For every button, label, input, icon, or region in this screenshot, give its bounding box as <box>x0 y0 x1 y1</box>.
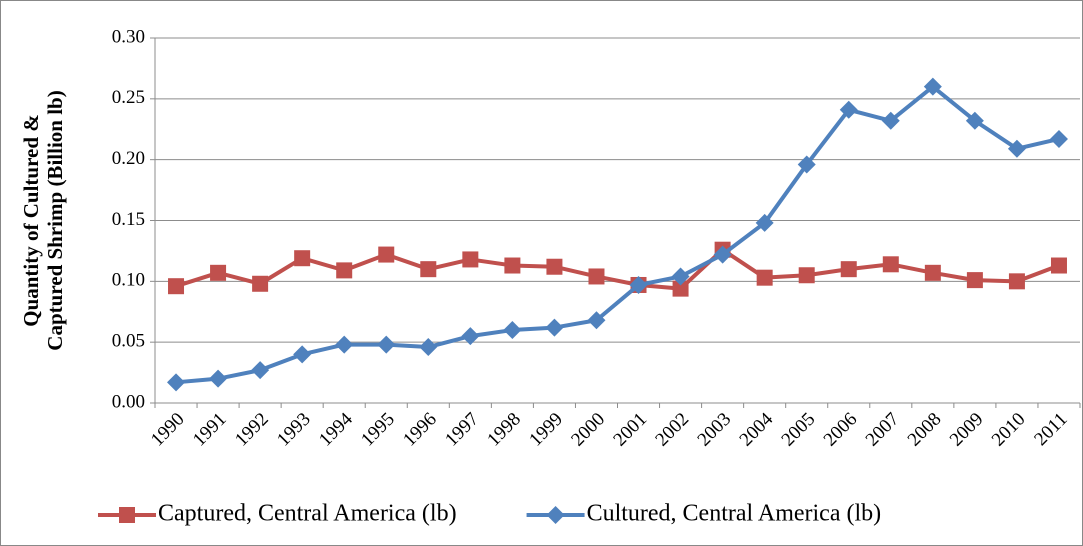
point <box>419 338 438 357</box>
point <box>168 278 185 295</box>
point <box>923 77 942 96</box>
point <box>588 268 605 285</box>
point <box>545 318 564 337</box>
y-tick-label: 0.10 <box>112 270 145 291</box>
point <box>629 275 648 294</box>
point <box>462 251 479 268</box>
y-axis-label: Quantity of Cultured & <box>19 114 43 327</box>
point <box>1007 139 1026 158</box>
y-tick-label: 0.15 <box>112 209 145 230</box>
point <box>756 269 773 286</box>
point <box>797 155 816 174</box>
point <box>882 256 899 273</box>
legend-marker <box>546 506 565 524</box>
legend-marker <box>119 507 135 523</box>
point <box>210 264 227 281</box>
y-tick-label: 0.05 <box>112 331 145 352</box>
y-tick-label: 0.30 <box>112 26 145 47</box>
point <box>966 272 983 289</box>
series-line <box>175 247 1060 291</box>
point <box>546 258 563 275</box>
point <box>840 261 857 278</box>
point <box>1049 129 1068 148</box>
point <box>1050 257 1067 274</box>
y-tick-label: 0.00 <box>112 391 145 412</box>
legend-label: Captured, Central America (lb) <box>158 501 457 527</box>
point <box>965 111 984 130</box>
point <box>461 327 480 346</box>
point <box>167 373 186 392</box>
point <box>504 257 521 274</box>
point <box>839 100 858 119</box>
point <box>294 250 311 267</box>
legend-label: Cultured, Central America (lb) <box>587 501 882 527</box>
point <box>671 267 690 286</box>
point <box>252 275 269 292</box>
y-axis-label: Captured Shrimp (Billion lb) <box>43 90 67 350</box>
point <box>755 213 774 232</box>
y-tick-label: 0.20 <box>112 148 145 169</box>
point <box>251 361 270 380</box>
point <box>209 369 228 388</box>
point <box>1008 273 1025 290</box>
point <box>672 280 689 297</box>
point <box>587 311 606 330</box>
point <box>503 321 522 339</box>
point <box>881 111 900 130</box>
point <box>713 245 732 264</box>
point <box>378 246 395 263</box>
point <box>335 335 354 354</box>
point <box>293 345 312 364</box>
point <box>798 267 815 284</box>
point <box>336 262 353 279</box>
point <box>377 335 396 354</box>
y-tick-label: 0.25 <box>112 87 145 108</box>
point <box>420 261 437 278</box>
point <box>924 264 941 281</box>
series-line <box>175 84 1060 385</box>
